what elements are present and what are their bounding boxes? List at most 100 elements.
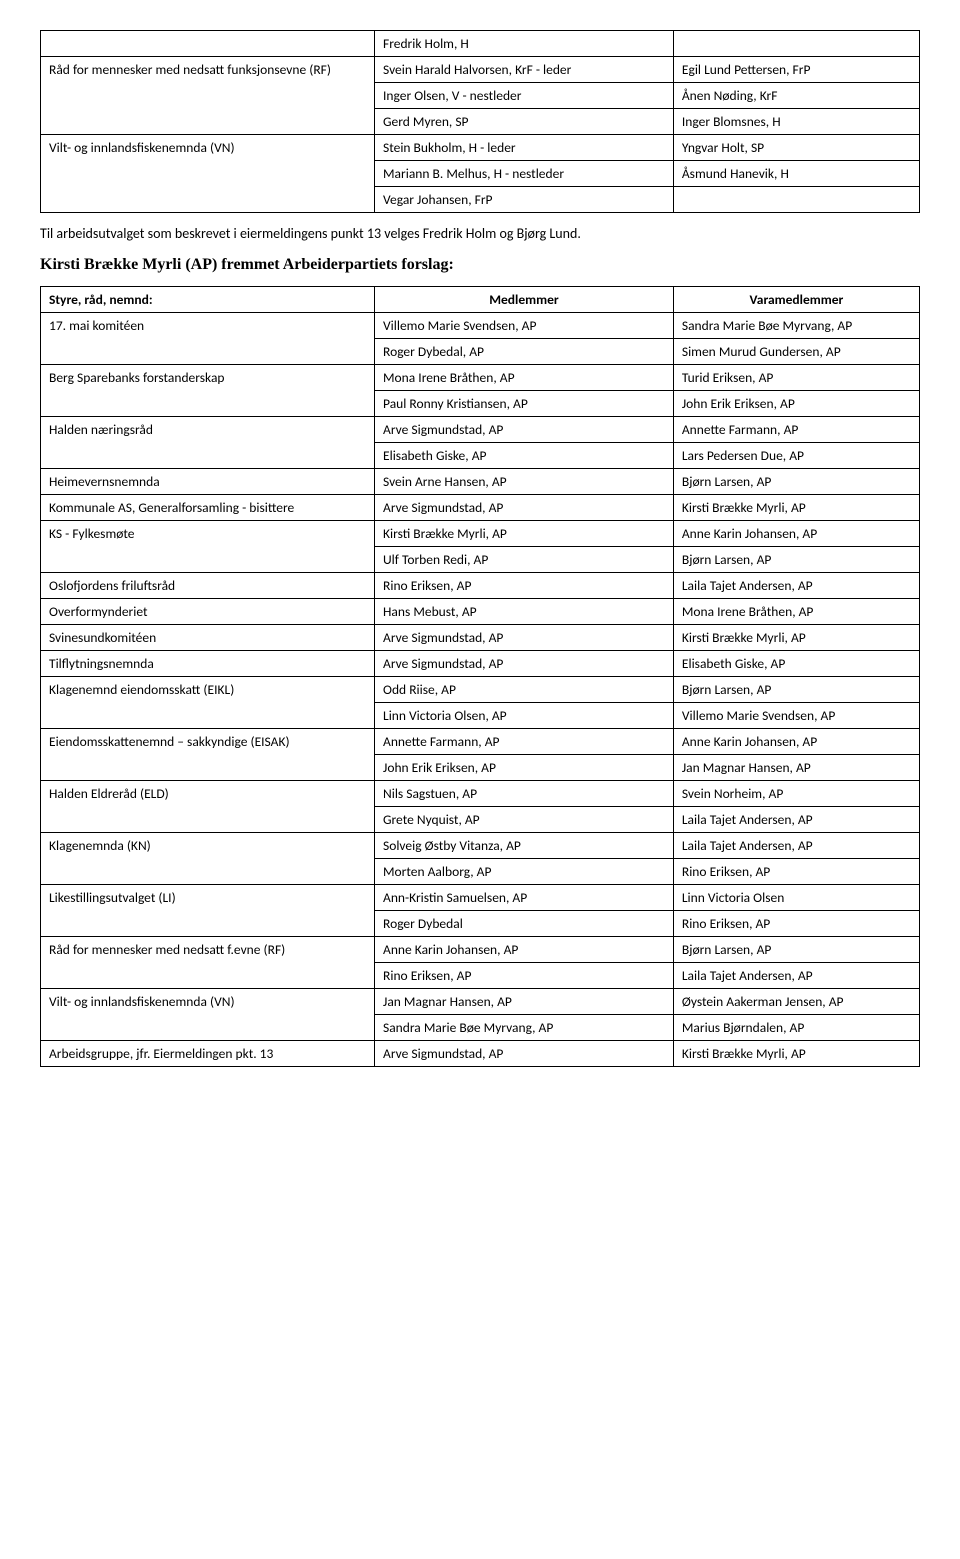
table-cell: Arve Sigmundstad, AP bbox=[375, 495, 674, 521]
table-cell: Svein Harald Halvorsen, KrF - leder bbox=[375, 57, 674, 83]
table-cell: Ann-Kristin Samuelsen, AP bbox=[375, 885, 674, 911]
table-2: Styre, råd, nemnd:MedlemmerVaramedlemmer… bbox=[40, 286, 920, 1067]
table-cell: Ånen Nøding, KrF bbox=[673, 83, 919, 109]
table-cell: Råd for mennesker med nedsatt funksjonse… bbox=[41, 57, 375, 135]
table-cell: Eiendomsskattenemnd – sakkyndige (EISAK) bbox=[41, 729, 375, 781]
section-heading: Kirsti Brække Myrli (AP) fremmet Arbeide… bbox=[40, 256, 920, 274]
table-row: KS - FylkesmøteKirsti Brække Myrli, APAn… bbox=[41, 521, 920, 547]
table-cell: Solveig Østby Vitanza, AP bbox=[375, 833, 674, 859]
table-cell bbox=[41, 31, 375, 57]
table-cell: Roger Dybedal bbox=[375, 911, 674, 937]
table-cell: Kirsti Brække Myrli, AP bbox=[673, 1041, 919, 1067]
table-cell: Villemo Marie Svendsen, AP bbox=[375, 313, 674, 339]
table-cell: Mariann B. Melhus, H - nestleder bbox=[375, 161, 674, 187]
table-cell: Kirsti Brække Myrli, AP bbox=[375, 521, 674, 547]
table-row: Likestillingsutvalget (LI)Ann-Kristin Sa… bbox=[41, 885, 920, 911]
table-cell: Yngvar Holt, SP bbox=[673, 135, 919, 161]
table-row: Kommunale AS, Generalforsamling - bisitt… bbox=[41, 495, 920, 521]
table-cell: Annette Farmann, AP bbox=[375, 729, 674, 755]
table-cell: Svein Norheim, AP bbox=[673, 781, 919, 807]
table-cell: Gerd Myren, SP bbox=[375, 109, 674, 135]
table-header-cell: Varamedlemmer bbox=[673, 287, 919, 313]
table-row: TilflytningsnemndaArve Sigmundstad, APEl… bbox=[41, 651, 920, 677]
table-cell: Bjørn Larsen, AP bbox=[673, 469, 919, 495]
table-cell: Bjørn Larsen, AP bbox=[673, 937, 919, 963]
table-cell bbox=[673, 31, 919, 57]
table-header-row: Styre, råd, nemnd:MedlemmerVaramedlemmer bbox=[41, 287, 920, 313]
table-cell: Bjørn Larsen, AP bbox=[673, 677, 919, 703]
table-cell: Arve Sigmundstad, AP bbox=[375, 1041, 674, 1067]
table-row: Klagenemnda (KN)Solveig Østby Vitanza, A… bbox=[41, 833, 920, 859]
table-cell: Stein Bukholm, H - leder bbox=[375, 135, 674, 161]
table-cell: Turid Eriksen, AP bbox=[673, 365, 919, 391]
table-cell: Simen Murud Gundersen, AP bbox=[673, 339, 919, 365]
table-cell: Rino Eriksen, AP bbox=[375, 963, 674, 989]
table-cell: Rino Eriksen, AP bbox=[375, 573, 674, 599]
table-row: Vilt- og innlandsfiskenemnda (VN)Jan Mag… bbox=[41, 989, 920, 1015]
table-cell: Laila Tajet Andersen, AP bbox=[673, 833, 919, 859]
table-cell: Klagenemnd eiendomsskatt (EIKL) bbox=[41, 677, 375, 729]
table-cell: Arbeidsgruppe, jfr. Eiermeldingen pkt. 1… bbox=[41, 1041, 375, 1067]
table-cell: Berg Sparebanks forstanderskap bbox=[41, 365, 375, 417]
table-row: Arbeidsgruppe, jfr. Eiermeldingen pkt. 1… bbox=[41, 1041, 920, 1067]
table-cell: Mona Irene Bråthen, AP bbox=[375, 365, 674, 391]
table-cell: Tilflytningsnemnda bbox=[41, 651, 375, 677]
table-row: Fredrik Holm, H bbox=[41, 31, 920, 57]
table-cell: Odd Riise, AP bbox=[375, 677, 674, 703]
table-cell: Inger Olsen, V - nestleder bbox=[375, 83, 674, 109]
table-cell: Jan Magnar Hansen, AP bbox=[375, 989, 674, 1015]
table-cell: Heimevernsnemnda bbox=[41, 469, 375, 495]
table-cell: Morten Aalborg, AP bbox=[375, 859, 674, 885]
table-row: Halden Eldreråd (ELD)Nils Sagstuen, APSv… bbox=[41, 781, 920, 807]
table-cell: Kommunale AS, Generalforsamling - bisitt… bbox=[41, 495, 375, 521]
table-cell: Villemo Marie Svendsen, AP bbox=[673, 703, 919, 729]
table-cell: Åsmund Hanevik, H bbox=[673, 161, 919, 187]
table-row: HeimevernsnemndaSvein Arne Hansen, APBjø… bbox=[41, 469, 920, 495]
intermediate-text: Til arbeidsutvalget som beskrevet i eier… bbox=[40, 225, 920, 242]
table-cell: Kirsti Brække Myrli, AP bbox=[673, 625, 919, 651]
table-cell: Egil Lund Pettersen, FrP bbox=[673, 57, 919, 83]
table-row: Råd for mennesker med nedsatt f.evne (RF… bbox=[41, 937, 920, 963]
table-row: Halden næringsrådArve Sigmundstad, APAnn… bbox=[41, 417, 920, 443]
table-cell: Grete Nyquist, AP bbox=[375, 807, 674, 833]
table-cell: Anne Karin Johansen, AP bbox=[673, 729, 919, 755]
table-cell: Svein Arne Hansen, AP bbox=[375, 469, 674, 495]
table-row: SvinesundkomitéenArve Sigmundstad, APKir… bbox=[41, 625, 920, 651]
table-cell: Rino Eriksen, AP bbox=[673, 911, 919, 937]
table-row: Berg Sparebanks forstanderskapMona Irene… bbox=[41, 365, 920, 391]
table-header-cell: Styre, råd, nemnd: bbox=[41, 287, 375, 313]
table-cell: Mona Irene Bråthen, AP bbox=[673, 599, 919, 625]
table-cell: Arve Sigmundstad, AP bbox=[375, 417, 674, 443]
table-cell: Råd for mennesker med nedsatt f.evne (RF… bbox=[41, 937, 375, 989]
table-row: Klagenemnd eiendomsskatt (EIKL)Odd Riise… bbox=[41, 677, 920, 703]
table-cell: Hans Mebust, AP bbox=[375, 599, 674, 625]
table-row: Eiendomsskattenemnd – sakkyndige (EISAK)… bbox=[41, 729, 920, 755]
table-row: Råd for mennesker med nedsatt funksjonse… bbox=[41, 57, 920, 83]
table-cell: Elisabeth Giske, AP bbox=[673, 651, 919, 677]
table-cell: Overformynderiet bbox=[41, 599, 375, 625]
table-cell: Sandra Marie Bøe Myrvang, AP bbox=[673, 313, 919, 339]
table-cell: Vilt- og innlandsfiskenemnda (VN) bbox=[41, 135, 375, 213]
table-cell: Vilt- og innlandsfiskenemnda (VN) bbox=[41, 989, 375, 1041]
table-cell: Linn Victoria Olsen bbox=[673, 885, 919, 911]
table-cell: Vegar Johansen, FrP bbox=[375, 187, 674, 213]
table-cell: Nils Sagstuen, AP bbox=[375, 781, 674, 807]
table-cell: Rino Eriksen, AP bbox=[673, 859, 919, 885]
table-1: Fredrik Holm, HRåd for mennesker med ned… bbox=[40, 30, 920, 213]
table-cell: Laila Tajet Andersen, AP bbox=[673, 963, 919, 989]
table-cell: Halden Eldreråd (ELD) bbox=[41, 781, 375, 833]
table-cell: Laila Tajet Andersen, AP bbox=[673, 573, 919, 599]
table-row: OverformynderietHans Mebust, APMona Iren… bbox=[41, 599, 920, 625]
table-cell: Paul Ronny Kristiansen, AP bbox=[375, 391, 674, 417]
table-cell: Inger Blomsnes, H bbox=[673, 109, 919, 135]
table-cell: Marius Bjørndalen, AP bbox=[673, 1015, 919, 1041]
table-cell: John Erik Eriksen, AP bbox=[673, 391, 919, 417]
table-cell: Likestillingsutvalget (LI) bbox=[41, 885, 375, 937]
table-cell: Kirsti Brække Myrli, AP bbox=[673, 495, 919, 521]
table-cell: Lars Pedersen Due, AP bbox=[673, 443, 919, 469]
table-cell bbox=[673, 187, 919, 213]
table-cell: Øystein Aakerman Jensen, AP bbox=[673, 989, 919, 1015]
table-cell: Anne Karin Johansen, AP bbox=[375, 937, 674, 963]
table-row: 17. mai komitéenVillemo Marie Svendsen, … bbox=[41, 313, 920, 339]
table-cell: Elisabeth Giske, AP bbox=[375, 443, 674, 469]
